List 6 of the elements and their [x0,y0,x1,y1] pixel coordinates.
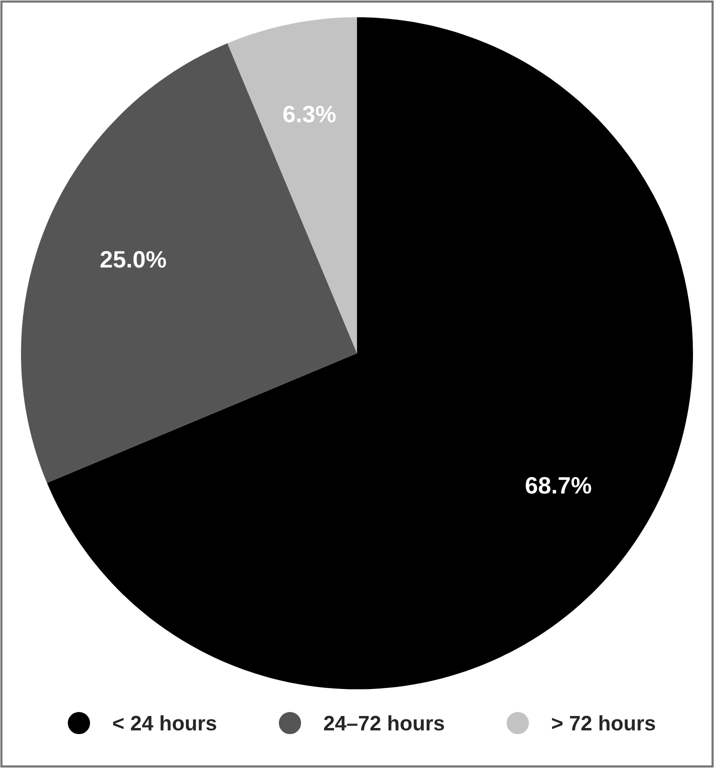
legend-label: 24–72 hours [324,715,444,731]
data-label: 6.3% [283,106,336,122]
data-label: 25.0% [100,251,166,268]
data-label: 68.7% [526,476,592,494]
legend-label: > 72 hours [552,715,656,731]
legend-label: < 24 hours [113,715,216,731]
